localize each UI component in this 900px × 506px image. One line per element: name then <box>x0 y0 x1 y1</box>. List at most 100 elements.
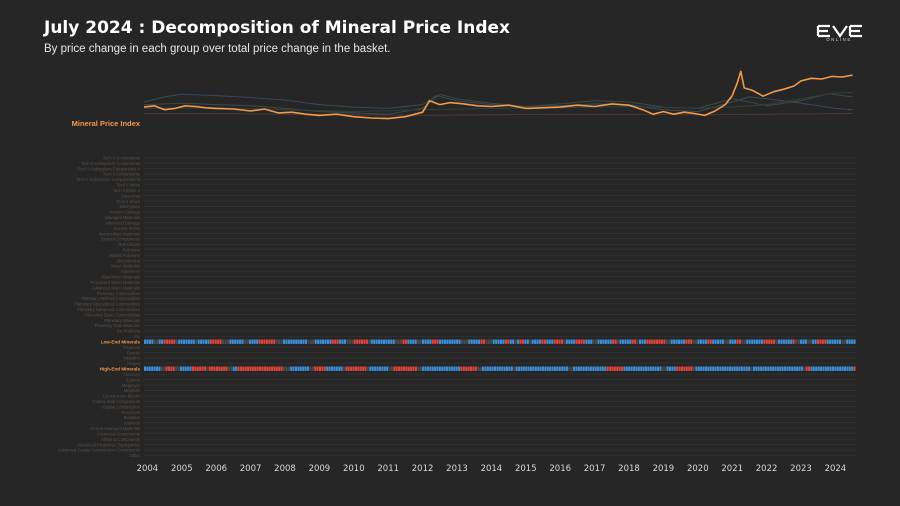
x-tick-label: 2016 <box>549 464 571 474</box>
heat-cell <box>266 366 269 371</box>
heat-cell <box>660 339 663 344</box>
heat-cell <box>338 366 341 371</box>
heat-cell <box>604 366 607 371</box>
heat-cell <box>734 339 737 344</box>
row-label: Reactions <box>121 410 140 415</box>
heat-cell <box>365 339 368 344</box>
row-label: Tech II Subsystem Components III <box>76 177 140 182</box>
heat-cell <box>462 366 465 371</box>
heat-cell <box>170 339 173 344</box>
heat-cell <box>489 366 492 371</box>
heat-cell <box>160 366 163 371</box>
heat-cell <box>743 366 746 371</box>
heat-cell <box>621 366 624 371</box>
heat-cell <box>480 339 483 344</box>
heat-cell <box>271 366 274 371</box>
heat-cell <box>719 339 722 344</box>
heat-cell <box>441 339 444 344</box>
heat-cell <box>224 339 227 344</box>
heat-cell <box>287 339 290 344</box>
heat-cell <box>810 366 813 371</box>
heat-cell <box>429 339 432 344</box>
heat-cell <box>426 339 429 344</box>
heat-cell <box>568 339 571 344</box>
heat-cell <box>776 366 779 371</box>
heat-cell <box>194 366 197 371</box>
heat-cell <box>500 339 503 344</box>
heat-cell <box>526 339 529 344</box>
heat-cell <box>515 366 518 371</box>
heat-cell <box>649 366 652 371</box>
heat-cell <box>529 366 532 371</box>
heat-cell <box>635 366 638 371</box>
heat-cell <box>536 339 539 344</box>
heat-cell <box>585 339 588 344</box>
heat-cell <box>611 366 614 371</box>
heat-cell <box>201 366 204 371</box>
heat-cell <box>812 366 815 371</box>
heat-cell <box>829 339 832 344</box>
row-label: Tech II Items II <box>113 188 140 193</box>
heat-cell <box>376 366 379 371</box>
heat-cell <box>239 366 242 371</box>
x-tick-label: 2004 <box>137 464 159 474</box>
heat-cell <box>699 339 702 344</box>
heat-cell <box>231 339 234 344</box>
heat-cell <box>497 339 500 344</box>
heat-cell <box>322 339 325 344</box>
heat-cell <box>543 339 546 344</box>
row-label: Tech II Subsystem Components II <box>77 166 140 171</box>
heat-cell <box>578 339 581 344</box>
heat-cell <box>721 339 724 344</box>
chart-grid <box>144 157 856 456</box>
index-label: Mineral Price Index <box>72 119 141 128</box>
heat-cell <box>392 339 395 344</box>
heat-cell <box>202 339 205 344</box>
heat-cell <box>724 339 727 344</box>
heat-cell <box>592 339 595 344</box>
heat-cell <box>268 339 271 344</box>
heat-cell <box>712 366 715 371</box>
heat-cell <box>634 339 637 344</box>
row-label: Ancient Salvaged Materials <box>89 426 140 431</box>
heat-cell <box>827 366 830 371</box>
heat-cell <box>439 339 442 344</box>
heat-cell <box>534 366 537 371</box>
heat-cell <box>736 366 739 371</box>
heat-cell <box>503 366 506 371</box>
heat-cell <box>353 339 356 344</box>
x-tick-label: 2022 <box>756 464 778 474</box>
heat-cell <box>714 339 717 344</box>
heat-cell <box>553 339 556 344</box>
heat-cell <box>590 339 593 344</box>
heat-cell <box>508 366 511 371</box>
heat-cell <box>156 339 159 344</box>
heat-cell <box>300 339 303 344</box>
page-title: July 2024 : Decomposition of Mineral Pri… <box>44 18 511 38</box>
heat-cell <box>390 339 393 344</box>
heat-cell <box>268 366 271 371</box>
heat-cell <box>688 366 691 371</box>
heat-cell <box>623 366 626 371</box>
heat-cell <box>604 339 607 344</box>
heat-cell <box>753 339 756 344</box>
heat-cell <box>592 366 595 371</box>
heat-cell <box>690 339 693 344</box>
heat-cell <box>787 339 790 344</box>
row-label: Planetary Specialized Commodities <box>74 302 140 307</box>
heat-cell <box>302 366 305 371</box>
heat-cell <box>249 366 252 371</box>
heat-cell <box>474 366 477 371</box>
heat-cell <box>212 339 215 344</box>
heat-cell <box>614 339 617 344</box>
heat-cell <box>197 339 200 344</box>
heat-cell <box>329 339 332 344</box>
heat-cell <box>235 366 238 371</box>
heat-cell <box>207 339 210 344</box>
heat-cell <box>292 366 295 371</box>
heat-cell <box>220 366 223 371</box>
eve-logo-sub: ONLINE <box>826 37 852 42</box>
heat-cell <box>434 366 437 371</box>
heat-cell <box>346 339 349 344</box>
